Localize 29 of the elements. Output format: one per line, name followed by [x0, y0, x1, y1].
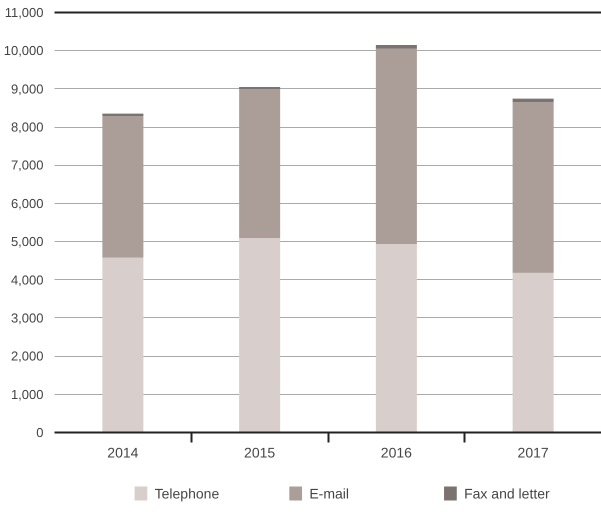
x-tick-label: 2015 — [244, 444, 276, 460]
legend-label: Telephone — [154, 486, 220, 502]
y-tick-label: 9,000 — [10, 81, 44, 96]
x-tick-label: 2017 — [518, 444, 549, 460]
y-tick-label: 0 — [36, 425, 44, 440]
legend-label: E-mail — [309, 486, 350, 502]
bar — [239, 238, 280, 432]
y-tick-label: 3,000 — [10, 310, 44, 326]
bar — [376, 44, 417, 49]
y-tick-label: 7,000 — [10, 158, 44, 173]
bar — [102, 258, 144, 432]
bar — [102, 116, 144, 258]
y-tick-label: 1,000 — [10, 386, 44, 402]
bar — [376, 48, 417, 244]
bar — [239, 89, 280, 238]
bar — [512, 98, 554, 102]
y-tick-label: 10,000 — [4, 43, 44, 58]
y-tick-label: 4,000 — [10, 272, 44, 288]
bar — [512, 102, 554, 273]
bar — [376, 244, 417, 432]
bar — [512, 272, 554, 432]
y-tick-label: 5,000 — [10, 234, 44, 250]
y-tick-label: 11,000 — [4, 5, 44, 20]
y-tick-label: 6,000 — [10, 196, 44, 211]
y-tick-label: 8,000 — [10, 120, 44, 135]
x-tick-label: 2014 — [107, 444, 139, 460]
y-tick-label: 2,000 — [10, 348, 44, 364]
legend-label: Fax and letter — [464, 486, 550, 502]
x-tick-label: 2016 — [380, 444, 412, 460]
